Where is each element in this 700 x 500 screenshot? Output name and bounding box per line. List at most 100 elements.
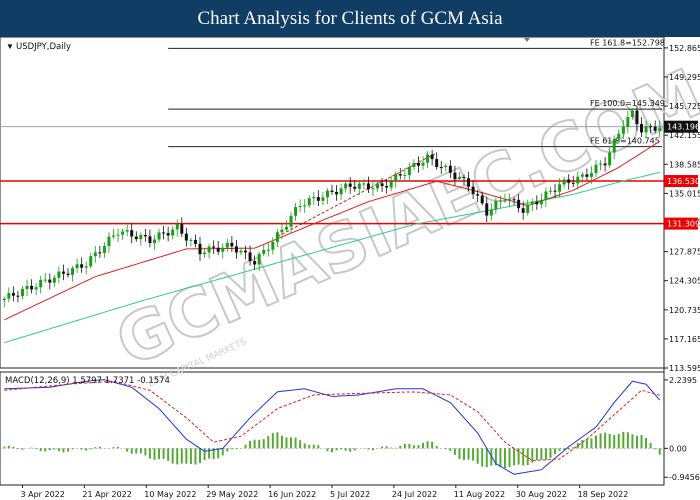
candle-body: [353, 186, 357, 189]
candle-body: [335, 191, 339, 195]
candle-body: [457, 177, 461, 179]
candle-body: [34, 287, 38, 290]
candle-body: [644, 126, 648, 133]
candle-body: [567, 179, 571, 183]
candle-body: [162, 232, 166, 234]
price-tick-label: 117.165: [669, 335, 700, 344]
candle-body: [116, 234, 120, 236]
candle-body: [303, 205, 307, 207]
symbol-label: USDJPY,Daily: [16, 42, 71, 52]
candle-body: [544, 191, 548, 201]
chart-canvas[interactable]: GCMASIAEC.COM GCM CAPITAL MARKETS FE 161…: [0, 37, 700, 500]
candle-body: [289, 215, 293, 227]
candle-body: [571, 182, 575, 184]
candle-body: [230, 242, 234, 247]
candle-body: [494, 200, 498, 210]
current-price-label: 143.196: [667, 123, 700, 132]
candle-body: [130, 230, 134, 237]
candle-body: [30, 285, 34, 290]
candle-body: [157, 232, 161, 240]
candle-body: [125, 230, 129, 232]
candle-body: [599, 163, 603, 165]
support-price-box: [664, 175, 698, 188]
candle-body: [7, 293, 11, 299]
candle-body: [280, 229, 284, 233]
candle-body: [152, 239, 156, 244]
candle-body: [503, 200, 507, 202]
candle-body: [421, 162, 425, 166]
candle-body: [216, 247, 220, 252]
candle-body: [658, 127, 662, 131]
macd-pane[interactable]: [0, 371, 665, 486]
candle-body: [362, 183, 366, 185]
candle-body: [266, 249, 270, 251]
candle-body: [207, 246, 211, 253]
candle-body: [612, 138, 616, 153]
candle-body: [80, 264, 84, 268]
candle-body: [275, 232, 279, 242]
price-tick-label: 135.015: [669, 189, 700, 198]
fib-level-label: FE 100.0=145.349: [590, 99, 665, 108]
candle-body: [489, 209, 493, 216]
candle-body: [517, 199, 521, 209]
candle-body: [635, 110, 639, 125]
price-tick-label: 145.725: [669, 102, 700, 111]
candle-body: [148, 236, 152, 244]
date-tick-label: 5 Jul 2022: [330, 490, 370, 499]
candle-body: [312, 197, 316, 199]
candle-body: [380, 183, 384, 187]
candle-body: [198, 243, 202, 255]
candle-body: [75, 264, 79, 269]
candle-body: [344, 183, 348, 189]
candle-body: [407, 166, 411, 175]
shift-marker-icon[interactable]: [524, 38, 530, 42]
moving-average-short-line: [4, 140, 660, 321]
chart-title: Chart Analysis for Clients of GCM Asia: [197, 7, 503, 29]
moving-average-long-line: [4, 171, 660, 344]
candle-body: [626, 117, 630, 127]
candle-body: [558, 184, 562, 192]
candle-body: [498, 200, 502, 202]
candle-body: [649, 126, 653, 128]
candle-body: [448, 165, 452, 173]
macd-tick-label: 2.2395: [669, 376, 697, 385]
candle-body: [416, 163, 420, 166]
candle-body: [284, 226, 288, 230]
candle-body: [453, 172, 457, 179]
candle-body: [71, 268, 75, 275]
candle-body: [166, 233, 170, 236]
candle-body: [366, 183, 370, 190]
fib-level-label: FE 161.8=152.798: [590, 38, 665, 47]
candle-body: [20, 289, 24, 297]
candle-body: [271, 241, 275, 250]
candle-body: [535, 201, 539, 205]
candle-body: [112, 235, 116, 237]
candle-body: [66, 273, 70, 275]
candle-body: [430, 154, 434, 160]
candle-body: [184, 233, 188, 241]
candle-body: [139, 234, 143, 240]
collapse-triangle-icon[interactable]: ▼: [6, 42, 14, 51]
candle-body: [16, 295, 20, 297]
candle-body: [25, 285, 29, 290]
candle-body: [562, 179, 566, 185]
date-tick-label: 30 Aug 2022: [516, 490, 567, 499]
candle-body: [203, 252, 207, 255]
support-price-label: 131.309: [667, 220, 700, 229]
candle-body: [462, 177, 466, 179]
candle-body: [248, 252, 252, 262]
candle-body: [553, 190, 557, 192]
candle-body: [389, 180, 393, 188]
price-pane[interactable]: [0, 37, 665, 369]
candle-body: [325, 190, 329, 198]
candle-body: [640, 124, 644, 133]
candle-body: [107, 236, 111, 247]
price-tick-label: 138.585: [669, 160, 700, 169]
candle-body: [539, 200, 543, 205]
candle-body: [57, 271, 61, 278]
candle-body: [298, 206, 302, 208]
candle-body: [512, 199, 516, 201]
candle-body: [526, 204, 530, 213]
current-price-box: [664, 120, 698, 133]
candle-body: [171, 229, 175, 236]
